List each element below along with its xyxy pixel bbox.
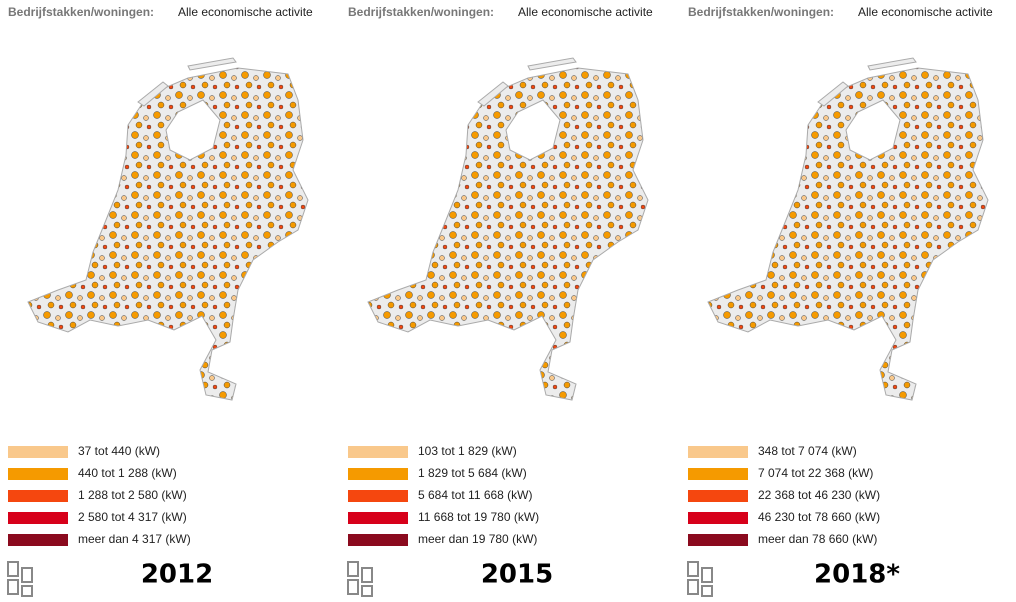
legend-label: meer dan 4 317 (kW) [78,532,191,546]
legend-swatch [8,490,68,502]
map [367,57,649,401]
legend-label: 2 580 tot 4 317 (kW) [78,510,187,524]
logo-part [7,579,19,595]
legend-label: 7 074 tot 22 368 (kW) [758,466,873,480]
legend-swatch [8,512,68,524]
legend-label: 46 230 tot 78 660 (kW) [758,510,880,524]
legend-swatch [8,468,68,480]
header-value: Alle economische activite [858,5,993,19]
header-value: Alle economische activite [178,5,313,19]
legend-label: 1 829 tot 5 684 (kW) [418,466,527,480]
logo-part [347,579,359,595]
legend-swatch [688,468,748,480]
legend-swatch [348,534,408,546]
year: 2012 [141,560,213,590]
cbs-logo [347,561,373,597]
map-lake [845,99,901,161]
year: 2015 [481,560,553,590]
map-lake [505,99,561,161]
legend-swatch [688,446,748,458]
logo-part [687,561,699,577]
logo-part [361,585,373,597]
legend-label: 11 668 tot 19 780 (kW) [418,510,539,524]
header-label: Bedrijfstakken/woningen: [688,5,834,19]
legend-label: 22 368 tot 46 230 (kW) [758,488,880,502]
logo-part [687,579,699,595]
logo-part [361,567,373,583]
legend-label: 1 288 tot 2 580 (kW) [78,488,187,502]
legend-swatch [348,468,408,480]
map-land [367,67,649,401]
map [707,57,989,401]
cbs-logo [7,561,33,597]
panel: Bedrijfstakken/woningen: Alle economische… [7,5,313,597]
panel: Bedrijfstakken/woningen: Alle economische… [347,5,653,597]
year: 2018* [814,560,900,590]
cbs-logo [687,561,713,597]
logo-part [701,567,713,583]
map-islands [817,57,917,107]
logo-part [7,561,19,577]
legend-label: 440 tot 1 288 (kW) [78,466,177,480]
logo-part [21,567,33,583]
legend-swatch [348,512,408,524]
logo-part [347,561,359,577]
legend-swatch [8,534,68,546]
legend-label: meer dan 19 780 (kW) [418,532,537,546]
map-islands [137,57,237,107]
legend-label: 103 tot 1 829 (kW) [418,444,517,458]
legend-label: 5 684 tot 11 668 (kW) [418,488,533,502]
legend-swatch [348,446,408,458]
map-islands [477,57,577,107]
header-value: Alle economische activite [518,5,653,19]
legend-label: 37 tot 440 (kW) [78,444,160,458]
legend-swatch [688,490,748,502]
logo-part [21,585,33,597]
legend-label: 348 tot 7 074 (kW) [758,444,857,458]
legend-swatch [8,446,68,458]
legend-swatch [348,490,408,502]
panel: Bedrijfstakken/woningen: Alle economische… [687,5,993,597]
legend-swatch [688,534,748,546]
map-land [27,67,309,401]
map-lake [165,99,221,161]
header-label: Bedrijfstakken/woningen: [8,5,154,19]
legend-label: meer dan 78 660 (kW) [758,532,877,546]
legend-swatch [688,512,748,524]
map-land [707,67,989,401]
logo-part [701,585,713,597]
map [27,57,309,401]
header-label: Bedrijfstakken/woningen: [348,5,494,19]
